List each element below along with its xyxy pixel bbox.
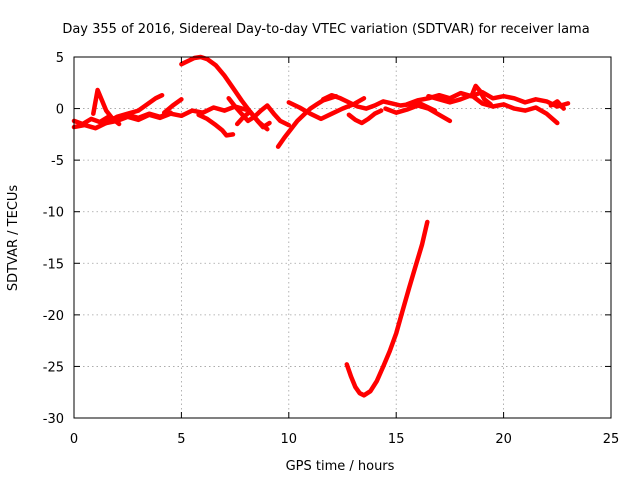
series-layer [71, 54, 571, 398]
tick-layer [73, 56, 612, 419]
x-tick-label: 15 [388, 432, 405, 447]
series-line-arc-17 [469, 83, 493, 107]
x-tick-label: 25 [603, 432, 620, 447]
grid-layer [74, 57, 611, 418]
x-tick-label: 5 [177, 432, 185, 447]
series-line-arc-7 [196, 112, 236, 138]
series-line-arc-10 [275, 93, 339, 149]
series-line-arc-18 [548, 99, 566, 111]
y-tick-label: -30 [43, 412, 64, 427]
y-tick-label: -15 [43, 257, 64, 272]
x-tick-label: 10 [281, 432, 298, 447]
y-tick-label: 0 [56, 103, 64, 118]
series-line-arc-9 [234, 109, 272, 130]
y-tick-label: -10 [43, 206, 64, 221]
tick-label-layer: 0 5 10 15 20 25 5 0 -5 -10 -15 -20 -25 -30 [43, 51, 620, 447]
y-axis-label: SDTVAR / TECUs [6, 185, 21, 292]
series-line-arc-2 [71, 104, 249, 131]
series-line-arc-16 [426, 92, 560, 126]
series-line-arc-8 [226, 96, 292, 128]
series-line-arc-19 [344, 219, 430, 398]
y-tick-label: -5 [51, 154, 64, 169]
plot-frame [73, 56, 612, 419]
series-line-arc-5 [161, 97, 184, 115]
x-tick-label: 0 [70, 432, 78, 447]
series-line-arc-4 [103, 92, 165, 126]
series-line-arc-13 [346, 108, 384, 126]
y-tick-label: 5 [56, 51, 64, 66]
y-tick-label: -25 [43, 360, 64, 375]
series-line-arc-14 [383, 103, 453, 124]
x-tick-label: 20 [495, 432, 512, 447]
x-axis-label: GPS time / hours [286, 459, 395, 474]
chart-title: Day 355 of 2016, Sidereal Day-to-day VTE… [62, 22, 589, 37]
y-tick-label: -20 [43, 309, 64, 324]
